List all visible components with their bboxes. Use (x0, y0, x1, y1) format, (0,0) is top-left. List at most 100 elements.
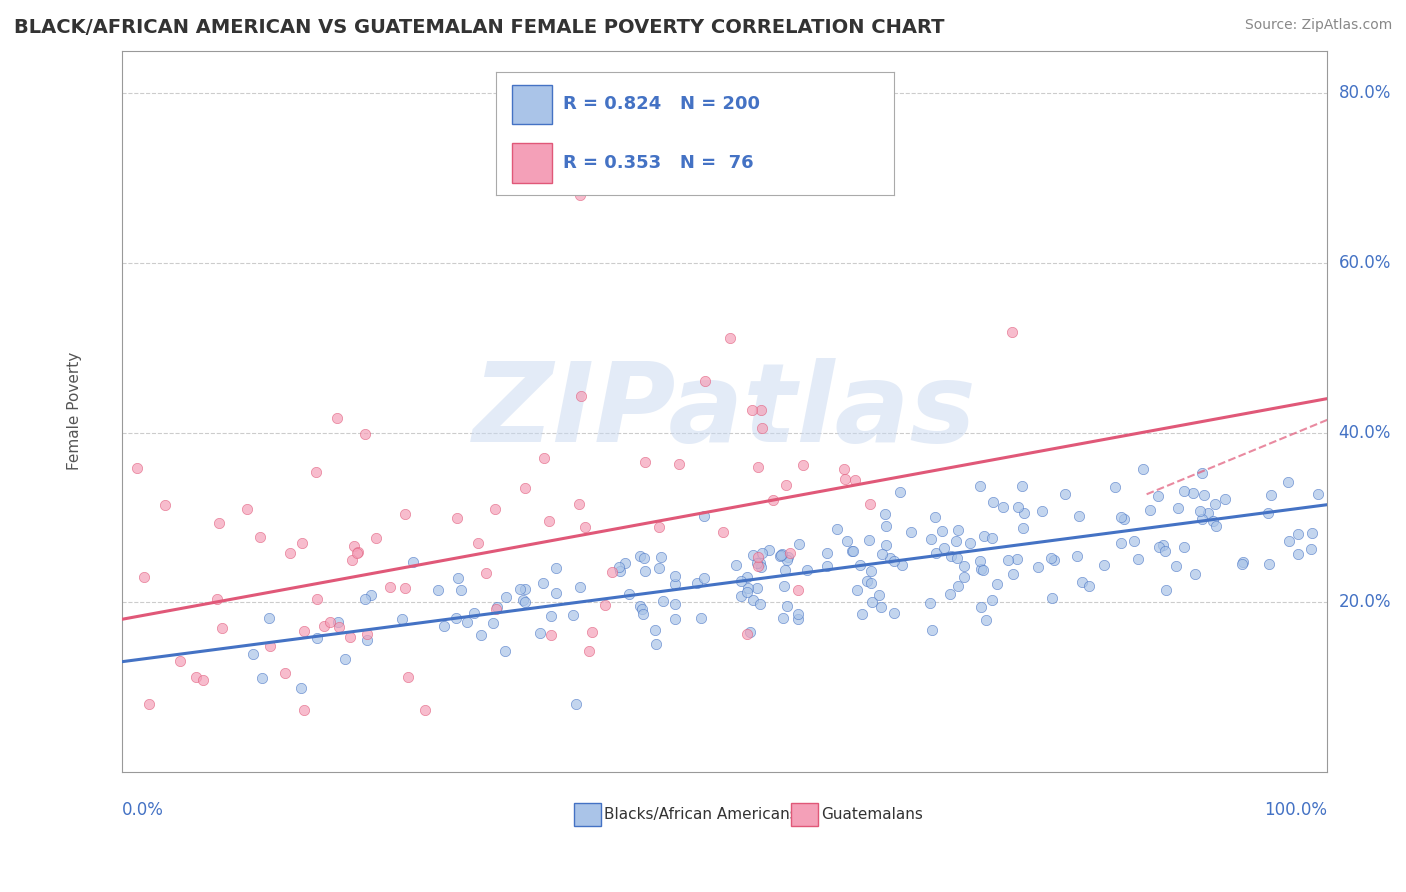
Point (433, 619, 456, 633)
Point (945, 533, 967, 548)
Bar (792, 803, 818, 826)
Point (1040, 591, 1063, 605)
Point (1277, 475, 1299, 489)
Point (191, 673, 214, 688)
Point (749, 597, 772, 611)
Point (855, 574, 877, 588)
Point (787, 607, 810, 621)
Point (776, 599, 799, 613)
Point (693, 570, 716, 584)
Point (689, 611, 711, 625)
Point (664, 569, 686, 583)
Point (711, 525, 734, 540)
Point (391, 612, 413, 626)
Point (787, 537, 810, 551)
Point (444, 611, 467, 625)
Point (486, 600, 509, 615)
Point (875, 519, 897, 533)
Point (644, 623, 666, 637)
Point (1149, 541, 1171, 555)
Point (278, 546, 301, 560)
Point (593, 598, 616, 612)
Point (1286, 526, 1309, 541)
Point (630, 602, 652, 616)
Point (509, 582, 531, 596)
Point (883, 554, 905, 568)
Point (953, 570, 976, 584)
Point (751, 420, 773, 434)
Point (946, 524, 969, 538)
Point (1167, 500, 1189, 515)
Point (997, 552, 1019, 566)
Point (870, 600, 893, 615)
Point (730, 574, 752, 589)
Point (1164, 559, 1187, 574)
Point (735, 585, 758, 599)
Point (668, 458, 690, 472)
Point (980, 593, 1002, 607)
Point (773, 579, 796, 593)
Point (494, 644, 516, 658)
Point (1205, 519, 1227, 533)
Point (628, 599, 651, 614)
Point (1092, 558, 1115, 572)
Point (394, 582, 416, 596)
Point (450, 582, 472, 597)
Point (860, 595, 883, 609)
Point (1308, 487, 1330, 501)
Point (544, 585, 567, 599)
Point (614, 556, 637, 570)
Point (924, 546, 946, 560)
Point (778, 549, 800, 564)
Point (574, 520, 596, 534)
Point (155, 498, 177, 512)
Point (529, 626, 551, 640)
Point (835, 533, 858, 548)
Point (650, 549, 672, 564)
Point (1146, 489, 1168, 503)
Point (742, 592, 765, 607)
Point (540, 628, 562, 642)
Point (859, 564, 882, 578)
Point (1173, 484, 1195, 499)
Point (931, 524, 953, 539)
Point (747, 559, 769, 574)
Point (787, 582, 810, 597)
Point (1152, 537, 1174, 551)
Point (645, 637, 668, 651)
Point (1139, 502, 1161, 516)
Point (872, 547, 894, 561)
Point (125, 461, 148, 475)
Point (402, 555, 425, 569)
Point (1007, 500, 1029, 514)
Point (364, 531, 387, 545)
Point (1040, 551, 1063, 566)
Point (415, 703, 437, 717)
Point (396, 669, 419, 683)
Point (875, 538, 897, 552)
Point (948, 579, 970, 593)
Point (531, 576, 554, 591)
Point (846, 582, 869, 597)
Point (631, 607, 654, 622)
Point (1132, 462, 1154, 476)
Point (380, 580, 402, 594)
Point (1191, 512, 1213, 526)
Point (242, 647, 264, 661)
Point (346, 546, 368, 560)
Point (849, 558, 872, 572)
Point (981, 531, 1004, 545)
Point (169, 654, 191, 668)
Point (772, 611, 794, 625)
Point (1278, 534, 1301, 549)
Point (973, 529, 995, 543)
Point (274, 666, 297, 681)
Point (1181, 486, 1204, 500)
Point (347, 545, 370, 559)
Point (751, 545, 773, 559)
Point (568, 497, 591, 511)
Point (686, 576, 709, 591)
Text: Source: ZipAtlas.com: Source: ZipAtlas.com (1244, 18, 1392, 32)
Point (921, 623, 943, 637)
Point (952, 558, 974, 573)
